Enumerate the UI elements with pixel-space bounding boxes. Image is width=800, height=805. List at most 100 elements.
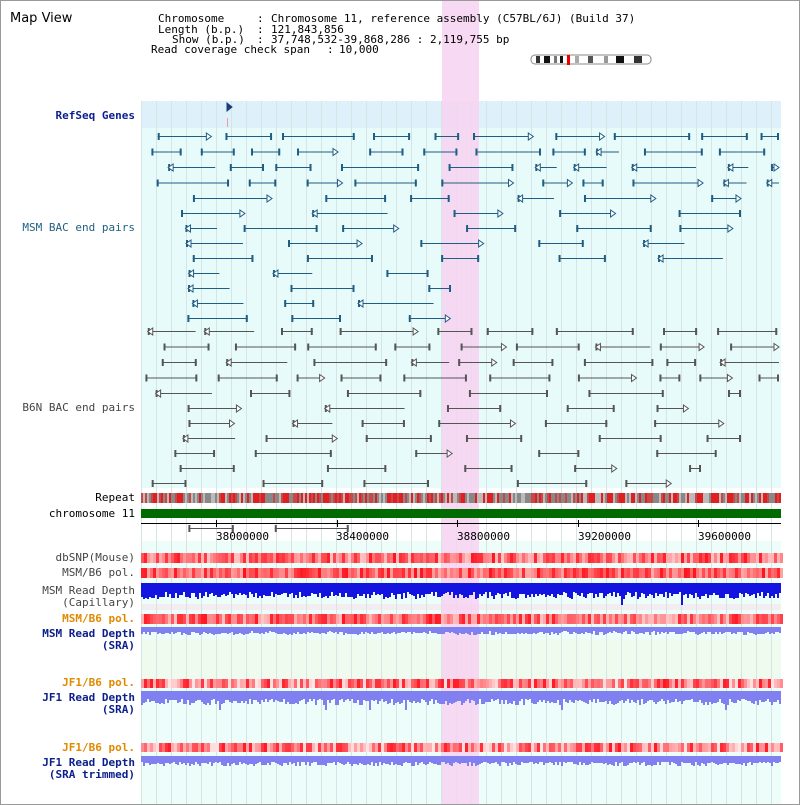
read-depth-bar — [309, 756, 311, 766]
read-depth-bar — [607, 691, 609, 704]
repeat-element — [521, 493, 523, 503]
polymorphism-cell — [603, 743, 606, 752]
polymorphism-cell — [735, 568, 738, 578]
read-depth-bar — [713, 583, 715, 593]
bac-end — [613, 133, 616, 140]
track-label-msm-b6-pol-2[interactable]: MSM/B6 pol. — [62, 612, 135, 625]
read-depth-bar — [661, 691, 663, 699]
read-depth-bar — [273, 627, 275, 632]
read-depth-bar — [383, 756, 385, 763]
repeat-element — [141, 493, 143, 503]
read-depth-bar — [189, 756, 191, 766]
track-label-b6n-bac[interactable]: B6N BAC end pairs — [22, 401, 135, 414]
read-depth-bar — [627, 691, 629, 699]
bac-end — [701, 133, 704, 140]
polymorphism-cell — [396, 743, 399, 752]
read-depth-bar — [595, 627, 597, 635]
read-depth-bar — [431, 627, 433, 633]
polymorphism-cell — [198, 679, 201, 688]
track-label-jf1-depth-sra[interactable]: JF1 Read Depth — [42, 691, 135, 704]
read-depth-bar — [525, 583, 527, 598]
polymorphism-cell — [576, 679, 579, 688]
read-depth-bar — [449, 691, 451, 703]
polymorphism-cell — [510, 553, 513, 563]
track-label-msm-bac[interactable]: MSM BAC end pairs — [22, 221, 135, 234]
read-depth-bar — [291, 756, 293, 764]
read-depth-bar — [613, 583, 615, 592]
read-depth-bar — [259, 627, 261, 634]
track-label-jf1-b6-pol-1[interactable]: JF1/B6 pol. — [62, 676, 135, 689]
polymorphism-cell — [282, 679, 285, 688]
read-depth-bar — [613, 627, 615, 631]
track-label-refseq[interactable]: RefSeq Genes — [55, 109, 135, 122]
bac-end-arrow — [356, 239, 363, 248]
read-depth-bar — [309, 583, 311, 596]
read-depth-bar — [459, 627, 461, 633]
polymorphism-cell — [654, 568, 657, 578]
read-depth-bar — [525, 627, 527, 633]
polymorphism-cell — [732, 568, 735, 578]
read-depth-bar — [273, 691, 275, 702]
read-depth-bar — [637, 583, 639, 599]
repeat-element — [505, 493, 507, 503]
repeat-element — [695, 493, 697, 503]
bac-end — [384, 465, 387, 472]
repeat-element — [531, 493, 533, 503]
track-label-dbsnp[interactable]: dbSNP(Mouse) — [55, 551, 135, 564]
read-depth-bar — [697, 691, 699, 702]
track-label-repeat[interactable]: Repeat — [95, 491, 135, 504]
repeat-element — [339, 493, 341, 503]
polymorphism-cell — [507, 553, 510, 563]
bac-end — [448, 164, 451, 171]
polymorphism-cell — [741, 553, 744, 563]
read-depth-bar — [221, 583, 223, 595]
polymorphism-cell — [177, 614, 180, 624]
polymorphism-cell — [264, 679, 267, 688]
polymorphism-cell — [309, 553, 312, 563]
polymorphism-cell — [471, 614, 474, 624]
bac-end — [437, 328, 440, 335]
track-label-chromosome[interactable]: chromosome 11 — [48, 507, 135, 520]
read-depth-bar — [243, 756, 245, 763]
chromosome-ideogram[interactable] — [530, 54, 654, 66]
repeat-element — [639, 493, 641, 503]
repeat-element — [535, 493, 537, 503]
polymorphism-cell — [234, 553, 237, 563]
read-depth-bar — [367, 691, 369, 701]
read-depth-bar — [527, 756, 529, 763]
track-label-msm-b6-pol-1[interactable]: MSM/B6 pol. — [62, 566, 135, 579]
repeat-element — [527, 493, 529, 503]
read-depth-bar — [281, 756, 283, 766]
bac-end — [574, 465, 577, 472]
polymorphism-cell — [660, 614, 663, 624]
read-depth-bar — [671, 627, 673, 632]
read-depth-bar — [429, 583, 431, 594]
track-label-msm-depth-capillary[interactable]: MSM Read Depth — [42, 584, 135, 597]
track-label-msm-depth-sra[interactable]: MSM Read Depth — [42, 627, 135, 640]
polymorphism-cell — [468, 679, 471, 688]
polymorphism-cell — [420, 568, 423, 578]
track-label-jf1-b6-pol-2[interactable]: JF1/B6 pol. — [62, 741, 135, 754]
read-depth-bar — [371, 756, 373, 762]
read-depth-bar — [497, 756, 499, 764]
read-depth-bar — [493, 691, 495, 701]
read-depth-bar — [513, 627, 515, 634]
polymorphism-cell — [549, 743, 552, 752]
polymorphism-cell — [159, 679, 162, 688]
repeat-element — [601, 493, 603, 503]
read-depth-bar — [279, 756, 281, 765]
polymorphism-cell — [165, 743, 168, 752]
bac-end-arrow — [331, 434, 339, 443]
read-depth-bar — [479, 756, 481, 764]
read-depth-bar — [779, 583, 781, 593]
read-depth-bar — [551, 691, 553, 702]
read-depth-bar — [723, 691, 725, 704]
read-depth-bar — [761, 691, 763, 702]
repeat-element — [189, 493, 191, 503]
bac-end — [365, 435, 368, 442]
bac-end — [659, 343, 662, 351]
read-depth-bar — [261, 583, 263, 598]
track-label-jf1-depth-trimmed[interactable]: JF1 Read Depth — [42, 756, 135, 769]
bac-end — [339, 328, 342, 335]
